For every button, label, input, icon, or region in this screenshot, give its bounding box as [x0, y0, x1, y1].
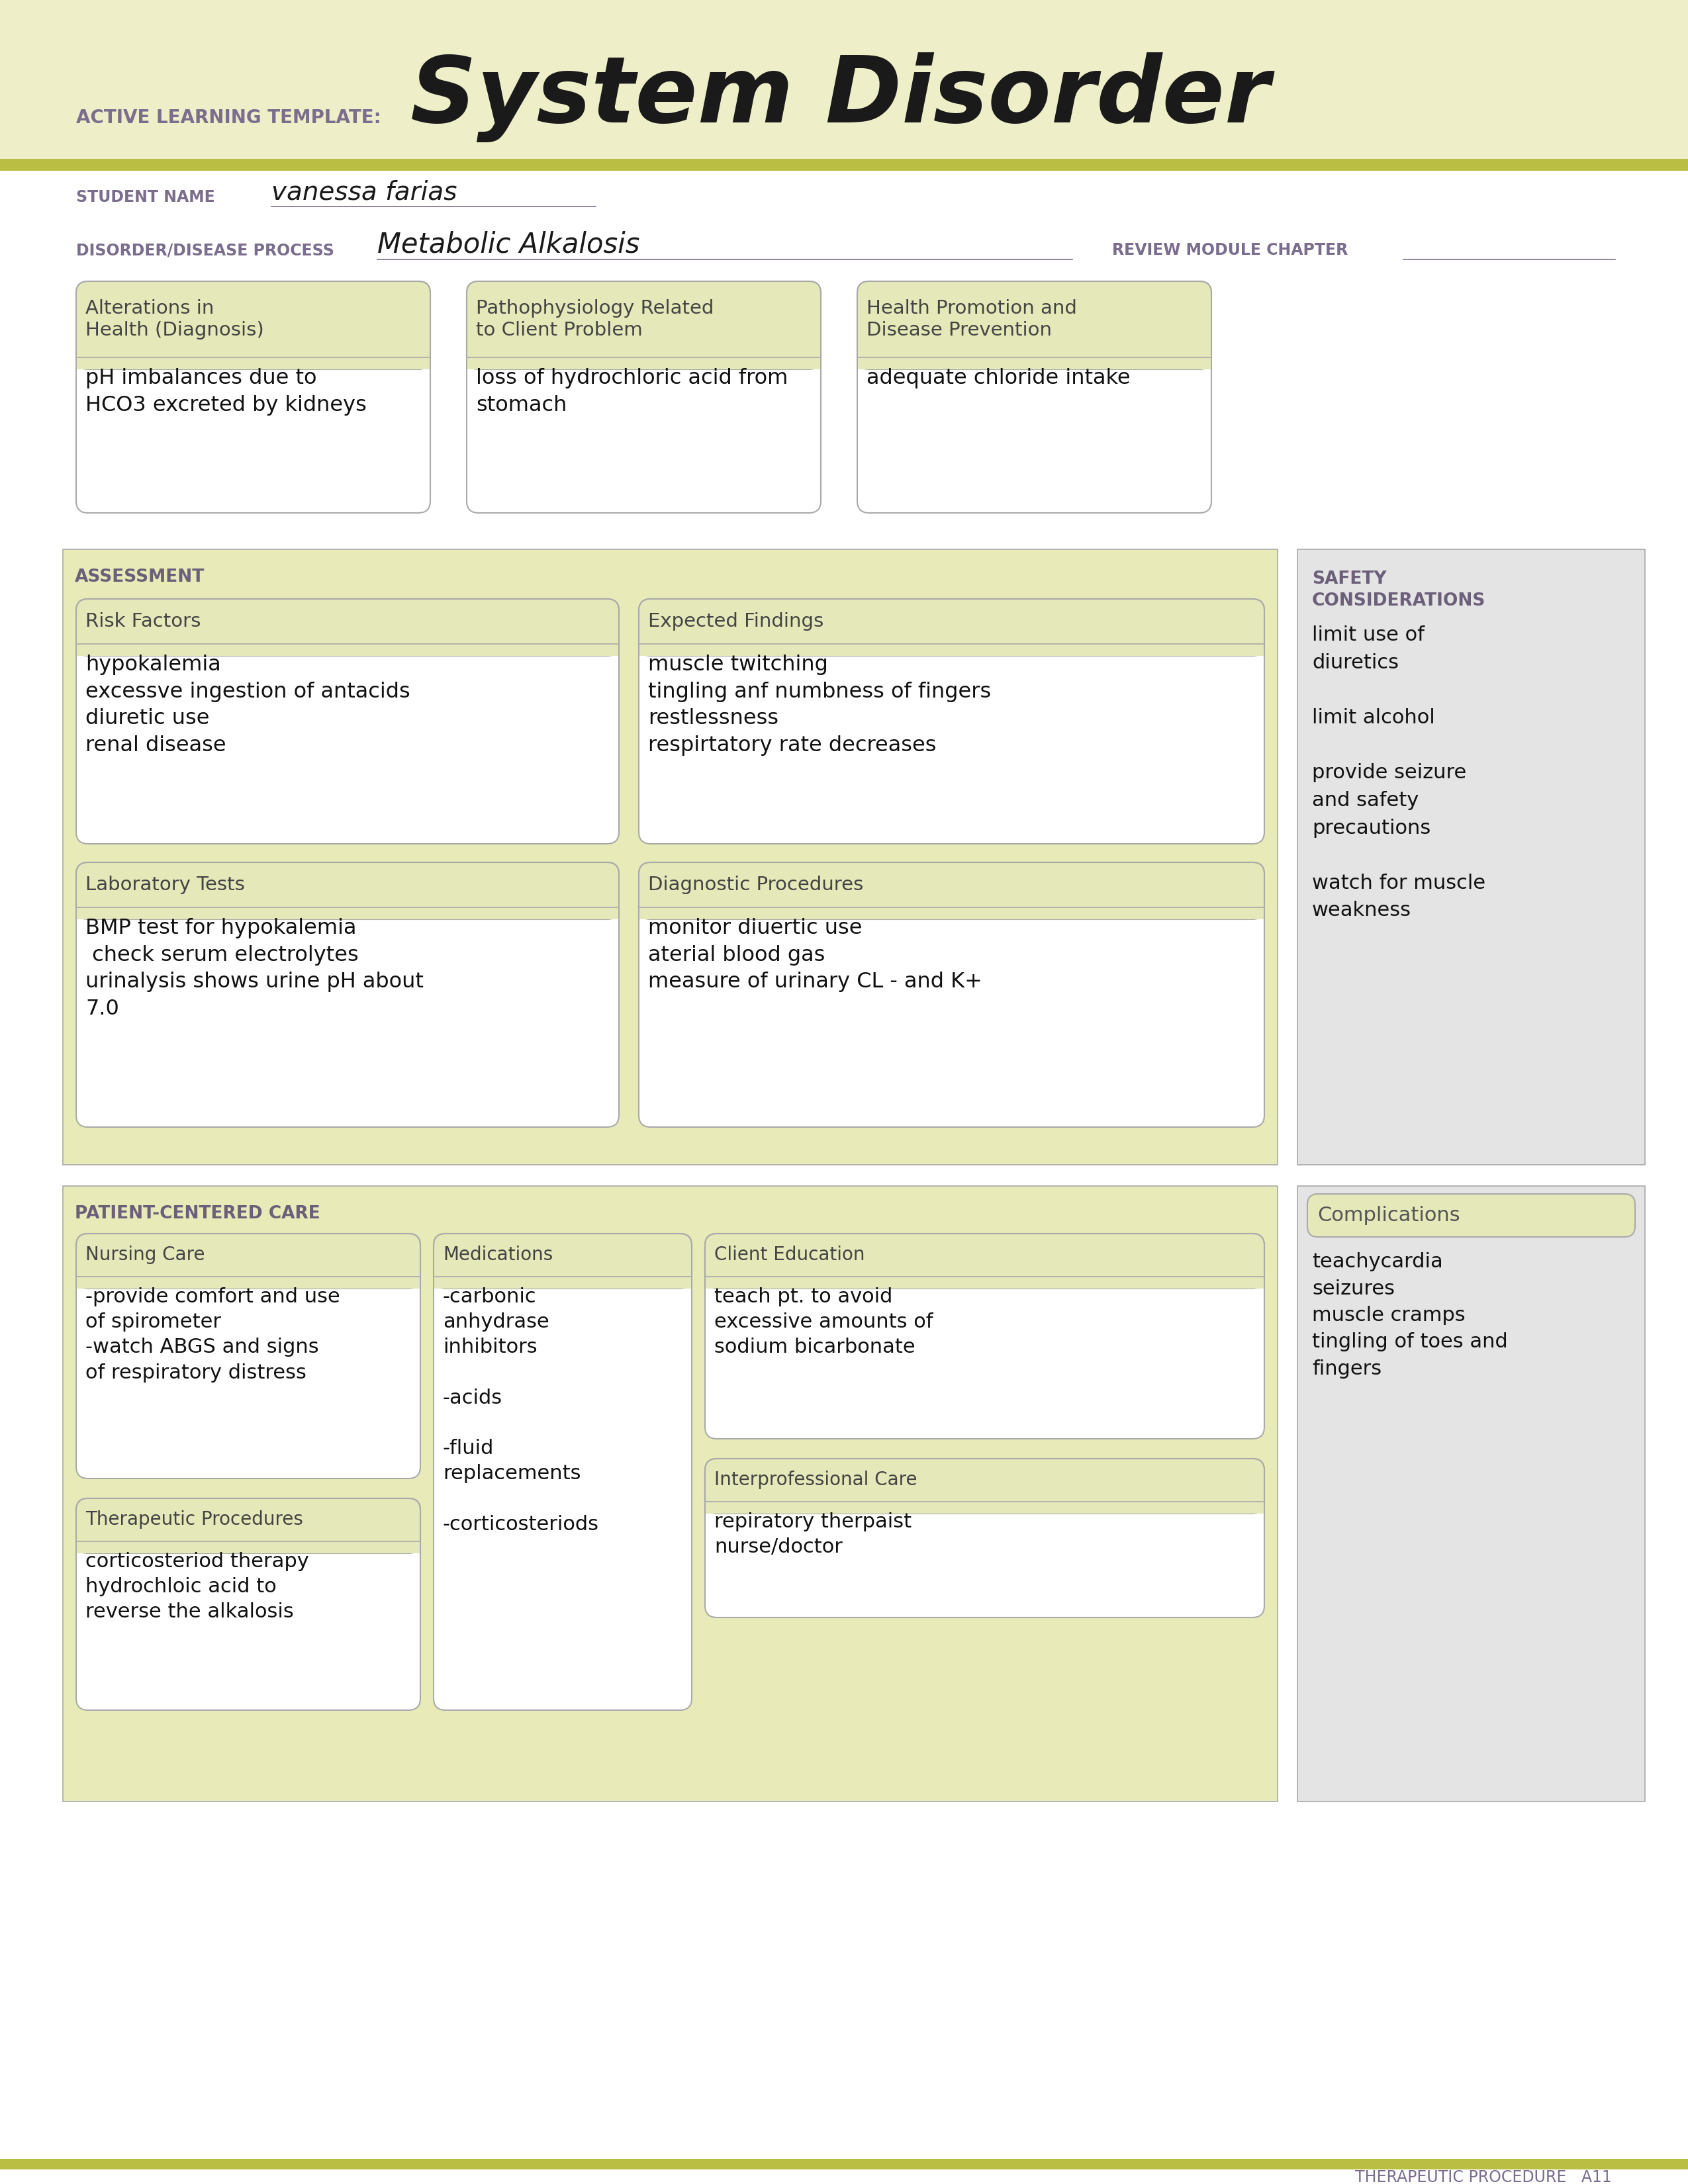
Text: ACTIVE LEARNING TEMPLATE:: ACTIVE LEARNING TEMPLATE:: [76, 109, 381, 127]
Text: BMP test for hypokalemia
 check serum electrolytes
urinalysis shows urine pH abo: BMP test for hypokalemia check serum ele…: [86, 917, 424, 1020]
Text: teachycardia
seizures
muscle cramps
tingling of toes and
fingers: teachycardia seizures muscle cramps ting…: [1312, 1251, 1507, 1378]
Text: Alterations in
Health (Diagnosis): Alterations in Health (Diagnosis): [86, 299, 263, 339]
FancyBboxPatch shape: [76, 1498, 420, 1710]
Text: Medications: Medications: [442, 1245, 554, 1265]
Text: Diagnostic Procedures: Diagnostic Procedures: [648, 876, 863, 893]
FancyBboxPatch shape: [638, 863, 1264, 919]
Text: Complications: Complications: [1317, 1206, 1460, 1225]
Text: muscle twitching
tingling anf numbness of fingers
restlessness
respirtatory rate: muscle twitching tingling anf numbness o…: [648, 655, 991, 756]
Text: REVIEW MODULE CHAPTER: REVIEW MODULE CHAPTER: [1112, 242, 1349, 258]
FancyBboxPatch shape: [1308, 1195, 1636, 1236]
FancyBboxPatch shape: [76, 1234, 420, 1479]
Bar: [76, 358, 430, 369]
Bar: [434, 1278, 690, 1289]
Text: teach pt. to avoid
excessive amounts of
sodium bicarbonate: teach pt. to avoid excessive amounts of …: [714, 1286, 933, 1356]
FancyBboxPatch shape: [638, 598, 1264, 843]
FancyBboxPatch shape: [466, 282, 820, 369]
Bar: [0, 2158, 1688, 2169]
FancyBboxPatch shape: [76, 282, 430, 369]
Text: hypokalemia
excessve ingestion of antacids
diuretic use
renal disease: hypokalemia excessve ingestion of antaci…: [86, 655, 410, 756]
FancyBboxPatch shape: [706, 1234, 1264, 1289]
Text: STUDENT NAME: STUDENT NAME: [76, 190, 214, 205]
Text: vanessa farias: vanessa farias: [272, 179, 457, 205]
FancyBboxPatch shape: [76, 282, 430, 513]
FancyBboxPatch shape: [706, 1459, 1264, 1514]
Text: Therapeutic Procedures: Therapeutic Procedures: [86, 1511, 304, 1529]
Text: Health Promotion and
Disease Prevention: Health Promotion and Disease Prevention: [866, 299, 1077, 339]
Bar: [76, 644, 618, 655]
Text: -carbonic
anhydrase
inhibitors

-acids

-fluid
replacements

-corticosteriods: -carbonic anhydrase inhibitors -acids -f…: [442, 1286, 599, 1533]
FancyBboxPatch shape: [434, 1234, 692, 1289]
FancyBboxPatch shape: [434, 1234, 692, 1710]
Text: monitor diuertic use
aterial blood gas
measure of urinary CL - and K+: monitor diuertic use aterial blood gas m…: [648, 917, 982, 992]
FancyBboxPatch shape: [638, 598, 1264, 655]
FancyBboxPatch shape: [76, 1498, 420, 1553]
FancyBboxPatch shape: [706, 1459, 1264, 1618]
Text: Expected Findings: Expected Findings: [648, 612, 824, 631]
Bar: [76, 906, 618, 919]
FancyBboxPatch shape: [76, 863, 619, 1127]
Bar: [62, 550, 1278, 1164]
Bar: [1298, 550, 1646, 1164]
Text: adequate chloride intake: adequate chloride intake: [866, 367, 1131, 389]
Bar: [706, 1278, 1264, 1289]
FancyBboxPatch shape: [76, 1234, 420, 1289]
Text: Client Education: Client Education: [714, 1245, 864, 1265]
FancyBboxPatch shape: [466, 282, 820, 513]
Text: repiratory therpaist
nurse/doctor: repiratory therpaist nurse/doctor: [714, 1511, 912, 1557]
Bar: [76, 1542, 420, 1553]
Text: THERAPEUTIC PROCEDURE   A11: THERAPEUTIC PROCEDURE A11: [1355, 2169, 1612, 2184]
FancyBboxPatch shape: [76, 598, 619, 843]
Text: Laboratory Tests: Laboratory Tests: [86, 876, 245, 893]
FancyBboxPatch shape: [76, 863, 619, 919]
Text: limit use of
diuretics

limit alcohol

provide seizure
and safety
precautions

w: limit use of diuretics limit alcohol pro…: [1312, 625, 1485, 919]
Bar: [76, 1278, 420, 1289]
FancyBboxPatch shape: [638, 863, 1264, 1127]
Text: System Disorder: System Disorder: [410, 52, 1269, 142]
Text: loss of hydrochloric acid from
stomach: loss of hydrochloric acid from stomach: [476, 367, 788, 415]
Text: Interprofessional Care: Interprofessional Care: [714, 1470, 917, 1489]
Text: corticosteriod therapy
hydrochloic acid to
reverse the alkalosis: corticosteriod therapy hydrochloic acid …: [86, 1553, 309, 1623]
Text: ASSESSMENT: ASSESSMENT: [74, 568, 204, 585]
Bar: [640, 644, 1264, 655]
Text: Risk Factors: Risk Factors: [86, 612, 201, 631]
Bar: [858, 358, 1210, 369]
Bar: [62, 1186, 1278, 1802]
Text: -provide comfort and use
of spirometer
-watch ABGS and signs
of respiratory dist: -provide comfort and use of spirometer -…: [86, 1286, 339, 1382]
FancyBboxPatch shape: [76, 598, 619, 655]
Text: CONSIDERATIONS: CONSIDERATIONS: [1312, 592, 1485, 609]
Text: Nursing Care: Nursing Care: [86, 1245, 204, 1265]
Bar: [468, 358, 820, 369]
Text: Metabolic Alkalosis: Metabolic Alkalosis: [378, 229, 640, 258]
Bar: [640, 906, 1264, 919]
Bar: [0, 0, 1688, 159]
Text: PATIENT-CENTERED CARE: PATIENT-CENTERED CARE: [74, 1206, 321, 1223]
Text: Pathophysiology Related
to Client Problem: Pathophysiology Related to Client Proble…: [476, 299, 714, 339]
FancyBboxPatch shape: [706, 1234, 1264, 1439]
Text: DISORDER/DISEASE PROCESS: DISORDER/DISEASE PROCESS: [76, 242, 334, 258]
Bar: [0, 159, 1688, 170]
Bar: [706, 1503, 1264, 1514]
FancyBboxPatch shape: [858, 282, 1212, 369]
Bar: [1298, 1186, 1646, 1802]
Text: SAFETY: SAFETY: [1312, 570, 1386, 587]
Text: pH imbalances due to
HCO3 excreted by kidneys: pH imbalances due to HCO3 excreted by ki…: [86, 367, 366, 415]
FancyBboxPatch shape: [858, 282, 1212, 513]
